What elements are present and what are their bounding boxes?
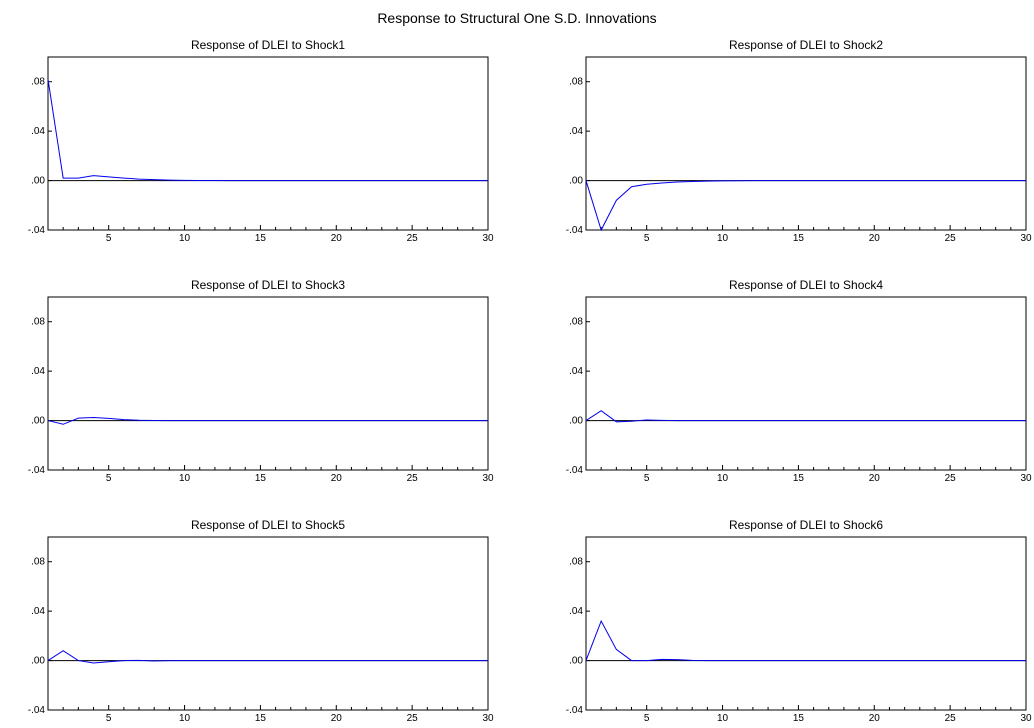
panel-2-xtick-label: 20: [869, 233, 881, 244]
panel-2-xtick-label: 25: [945, 233, 957, 244]
panel-4-xtick-label: 30: [1020, 473, 1032, 484]
panel-1-xtick-label: 15: [255, 233, 267, 244]
panel-1-response-line: [47, 79, 488, 182]
panel-5-xtick-label: 5: [106, 713, 112, 724]
panel-4-xtick-label: 20: [869, 473, 881, 484]
panel-3-xtick-label: 5: [106, 473, 112, 484]
panel-4-xtick-label: 25: [945, 473, 957, 484]
panel-4-frame: [585, 296, 1027, 471]
panel-4-response-line: [585, 410, 1026, 423]
panel-6-xtick-label: 15: [793, 713, 805, 724]
panel-3-xtick-label: 30: [482, 473, 494, 484]
panel-2-xtick-label: 15: [793, 233, 805, 244]
panel-5-title: Response of DLEI to Shock5: [190, 518, 346, 532]
panel-1-ytick-label: .08: [31, 77, 45, 88]
panel-1-xtick-label: 10: [179, 233, 191, 244]
panel-1-xtick-label: 5: [106, 233, 112, 244]
panel-1-frame: [47, 56, 489, 231]
panel-3-ytick-label: .08: [31, 317, 45, 328]
panel-6-ytick-label: .08: [569, 557, 583, 568]
panel-5-xtick-label: 20: [331, 713, 343, 724]
panel-3-xtick-label: 15: [255, 473, 267, 484]
panel-1-title: Response of DLEI to Shock1: [190, 38, 346, 52]
panel-5-xtick-label: 10: [179, 713, 191, 724]
panel-5-xtick-label: 25: [407, 713, 419, 724]
panel-5-frame: [47, 536, 489, 711]
panel-4-xtick-label: 10: [717, 473, 729, 484]
panel-4-ytick-label: -.04: [566, 465, 584, 476]
panel-3-frame: [47, 296, 489, 471]
panel-1-ytick-label: -.04: [28, 225, 46, 236]
panel-2-ytick-label: .00: [569, 176, 583, 187]
panel-4-ytick-label: .08: [569, 317, 583, 328]
panel-6-xtick-label: 25: [945, 713, 957, 724]
main-title: Response to Structural One S.D. Innovati…: [377, 10, 657, 26]
panel-4-xtick-label: 15: [793, 473, 805, 484]
panel-6-title: Response of DLEI to Shock6: [728, 518, 884, 532]
panel-6-xtick-label: 5: [644, 713, 650, 724]
panel-2-xtick-label: 10: [717, 233, 729, 244]
panel-5-ytick-label: .00: [31, 656, 45, 667]
panel-2-ytick-label: -.04: [566, 225, 584, 236]
panel-3-title: Response of DLEI to Shock3: [190, 278, 346, 292]
panel-6-ytick-label: .04: [569, 606, 583, 617]
panel-2-ytick-label: .04: [569, 126, 583, 137]
panel-2-response-line: [585, 180, 1026, 232]
panel-4-xtick-label: 5: [644, 473, 650, 484]
panel-3-xtick-label: 10: [179, 473, 191, 484]
panel-3-response-line: [47, 416, 488, 425]
panel-2-title: Response of DLEI to Shock2: [728, 38, 884, 52]
panel-4-ytick-label: .00: [569, 416, 583, 427]
panel-5-ytick-label: .08: [31, 557, 45, 568]
panel-1-xtick-label: 20: [331, 233, 343, 244]
panel-3-ytick-label: -.04: [28, 465, 46, 476]
panel-5-response-line: [47, 650, 488, 664]
panel-1-ytick-label: .04: [31, 126, 45, 137]
panel-2-xtick-label: 5: [644, 233, 650, 244]
panel-1-xtick-label: 30: [482, 233, 494, 244]
panel-3-xtick-label: 20: [331, 473, 343, 484]
panel-2-xtick-label: 30: [1020, 233, 1032, 244]
panel-3-xtick-label: 25: [407, 473, 419, 484]
panel-2-ytick-label: .08: [569, 77, 583, 88]
panel-2-frame: [585, 56, 1027, 231]
panel-6-xtick-label: 30: [1020, 713, 1032, 724]
panel-3-ytick-label: .00: [31, 416, 45, 427]
panel-4-title: Response of DLEI to Shock4: [728, 278, 884, 292]
panel-6-response-line: [585, 619, 1026, 662]
panel-1-ytick-label: .00: [31, 176, 45, 187]
panel-5-xtick-label: 30: [482, 713, 494, 724]
panel-3-ytick-label: .04: [31, 366, 45, 377]
panel-6-ytick-label: -.04: [566, 705, 584, 716]
panel-6-frame: [585, 536, 1027, 711]
panel-6-xtick-label: 10: [717, 713, 729, 724]
panel-5-xtick-label: 15: [255, 713, 267, 724]
panel-4-ytick-label: .04: [569, 366, 583, 377]
panel-6-ytick-label: .00: [569, 656, 583, 667]
panel-5-ytick-label: .04: [31, 606, 45, 617]
panel-1-xtick-label: 25: [407, 233, 419, 244]
panel-5-ytick-label: -.04: [28, 705, 46, 716]
panel-6-xtick-label: 20: [869, 713, 881, 724]
